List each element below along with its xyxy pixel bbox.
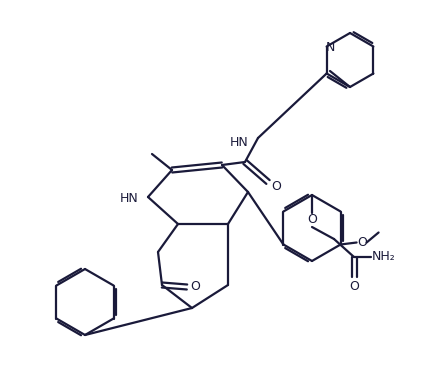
Text: O: O (349, 279, 359, 292)
Text: O: O (271, 180, 281, 193)
Text: NH₂: NH₂ (372, 250, 396, 263)
Text: O: O (190, 280, 200, 293)
Text: HN: HN (229, 135, 248, 148)
Text: N: N (326, 41, 335, 54)
Text: O: O (307, 213, 317, 226)
Text: O: O (358, 236, 367, 249)
Text: HN: HN (119, 191, 138, 204)
